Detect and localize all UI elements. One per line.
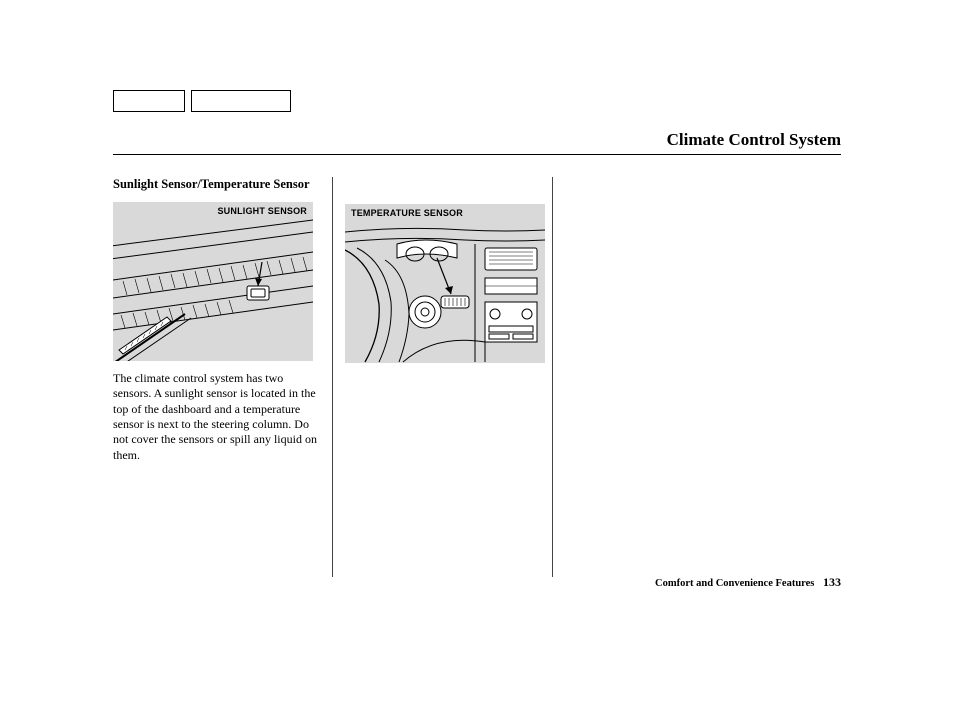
section-body-text: The climate control system has two senso… [113, 371, 320, 463]
section-subheading: Sunlight Sensor/Temperature Sensor [113, 177, 320, 192]
page-footer: Comfort and Convenience Features 133 [655, 575, 841, 590]
column-2: TEMPERATURE SENSOR [333, 177, 553, 577]
figure-temperature-sensor: TEMPERATURE SENSOR [345, 204, 545, 363]
temperature-sensor-illustration [345, 204, 545, 363]
header-box-small [113, 90, 185, 112]
footer-page-number: 133 [823, 575, 841, 589]
content-columns: Sunlight Sensor/Temperature Sensor SUNLI… [113, 177, 841, 577]
figure-sunlight-sensor: SUNLIGHT SENSOR [113, 202, 313, 361]
header-placeholder-boxes [113, 90, 841, 112]
page-content: Climate Control System Sunlight Sensor/T… [113, 90, 841, 577]
column-1: Sunlight Sensor/Temperature Sensor SUNLI… [113, 177, 333, 577]
page-title: Climate Control System [113, 130, 841, 150]
footer-section-label: Comfort and Convenience Features [655, 578, 814, 589]
figure-label-sunlight: SUNLIGHT SENSOR [217, 206, 307, 216]
figure-label-temperature: TEMPERATURE SENSOR [351, 208, 463, 218]
header-box-large [191, 90, 291, 112]
sunlight-sensor-illustration [113, 202, 313, 361]
title-row: Climate Control System [113, 130, 841, 155]
